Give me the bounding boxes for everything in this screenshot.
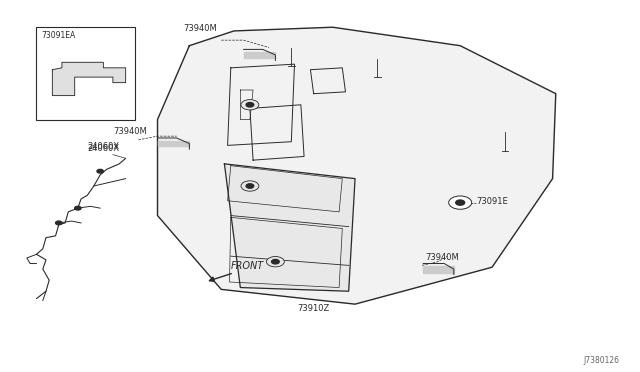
Polygon shape <box>52 62 125 96</box>
Circle shape <box>266 257 284 267</box>
Circle shape <box>246 184 253 188</box>
Circle shape <box>75 206 81 210</box>
Polygon shape <box>423 266 454 273</box>
Text: 73091EA: 73091EA <box>41 31 75 40</box>
Text: 73940M: 73940M <box>113 127 147 136</box>
Circle shape <box>241 100 259 110</box>
Bar <box>36 27 135 119</box>
Text: 73910Z: 73910Z <box>298 304 330 313</box>
Polygon shape <box>244 52 275 58</box>
Circle shape <box>271 260 279 264</box>
Circle shape <box>246 103 253 107</box>
Circle shape <box>241 181 259 191</box>
Polygon shape <box>225 164 355 291</box>
Text: 73091E: 73091E <box>476 197 508 206</box>
Polygon shape <box>157 27 556 304</box>
Circle shape <box>456 200 465 205</box>
Text: 24060X: 24060X <box>88 142 120 151</box>
Circle shape <box>56 221 62 225</box>
Circle shape <box>97 169 103 173</box>
Text: 24060X: 24060X <box>88 144 120 153</box>
Polygon shape <box>157 141 189 146</box>
Text: 73940M: 73940M <box>183 24 217 33</box>
Text: 73940M: 73940M <box>425 253 459 262</box>
Text: FRONT: FRONT <box>231 261 264 271</box>
Text: J7380126: J7380126 <box>584 356 620 365</box>
Circle shape <box>449 196 472 209</box>
